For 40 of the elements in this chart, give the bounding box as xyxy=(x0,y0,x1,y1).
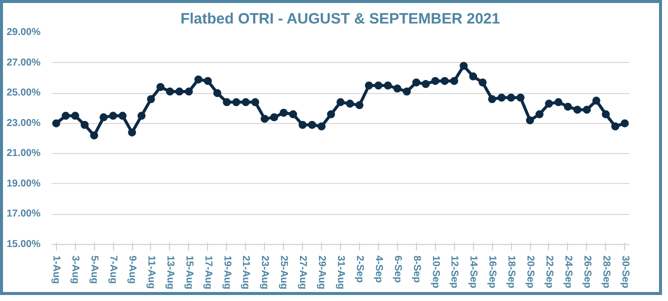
x-tick-label: 7-Aug xyxy=(108,256,119,284)
y-tick-label: 15.00% xyxy=(6,239,41,250)
x-tick-label: 10-Sep xyxy=(430,256,441,288)
y-tick-label: 25.00% xyxy=(6,88,41,99)
y-tick-label: 29.00% xyxy=(6,27,41,38)
x-tick-label: 19-Aug xyxy=(221,256,232,290)
x-tick-label: 11-Aug xyxy=(145,256,156,289)
x-tick-label: 3-Aug xyxy=(70,256,81,284)
x-tick-label: 1-Aug xyxy=(50,256,62,284)
x-tick-label: 12-Sep xyxy=(448,256,460,288)
y-tick-label: 21.00% xyxy=(6,148,41,160)
x-tick-label: 18-Sep xyxy=(506,256,517,288)
x-tick-label: 28-Sep xyxy=(600,256,612,288)
y-tick-label: 23.00% xyxy=(6,118,41,129)
x-tick-label: 5-Aug xyxy=(88,256,100,284)
y-tick-label: 17.00% xyxy=(6,208,41,220)
x-tick-label: 8-Sep xyxy=(410,256,422,283)
x-tick-label: 22-Sep xyxy=(543,256,554,288)
y-tick-label: 27.00% xyxy=(6,57,41,68)
x-tick-label: 17-Aug xyxy=(202,256,214,290)
x-tick-label: 27-Aug xyxy=(297,256,308,290)
x-tick-label: 14-Sep xyxy=(468,256,479,288)
chart-title: Flatbed OTRI - AUGUST & SEPTEMBER 2021 xyxy=(180,10,500,28)
x-tick-label: 29-Aug xyxy=(316,256,328,290)
x-tick-label: 4-Sep xyxy=(372,256,384,283)
y-tick-label: 19.00% xyxy=(6,178,41,190)
x-tick-label: 13-Aug xyxy=(164,256,176,290)
x-tick-label: 31-Aug xyxy=(335,256,346,290)
x-tick-label: 21-Aug xyxy=(240,256,252,290)
x-tick-label: 2-Sep xyxy=(354,256,365,283)
x-tick-label: 30-Sep xyxy=(619,256,630,288)
x-tick-label: 25-Aug xyxy=(278,256,290,290)
x-tick-label: 24-Sep xyxy=(562,256,574,288)
x-tick-label: 20-Sep xyxy=(524,256,536,288)
x-tick-label: 16-Sep xyxy=(486,256,498,288)
x-tick-label: 6-Sep xyxy=(392,256,403,283)
x-tick-label: 9-Aug xyxy=(126,256,138,284)
x-tick-label: 26-Sep xyxy=(581,256,592,288)
x-tick-label: 23-Aug xyxy=(259,256,270,290)
x-tick-label: 15-Aug xyxy=(183,256,194,290)
